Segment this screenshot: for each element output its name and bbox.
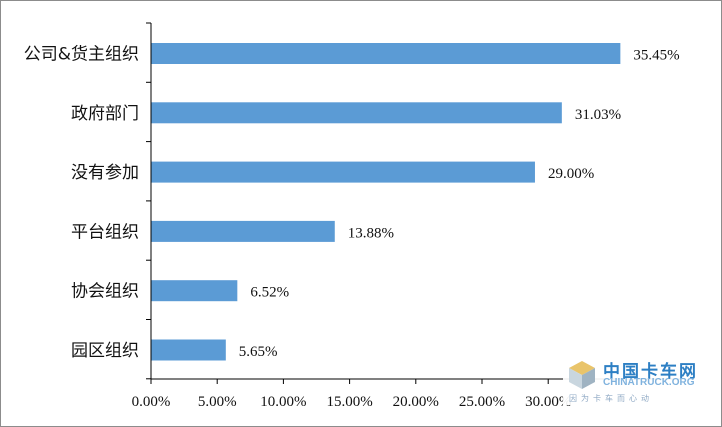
bars-layer [151, 43, 621, 361]
bar [151, 102, 562, 124]
watermark: 中国卡车网 CHINATRUCK.ORG 因为卡车而心动 [563, 353, 721, 405]
watermark-title: 中国卡车网 [603, 362, 698, 382]
bar [151, 43, 621, 64]
x-tick-label: 10.00% [260, 394, 306, 410]
bar [151, 280, 238, 302]
value-label: 13.88% [348, 225, 394, 241]
axes-layer: 0.00% 5.00% 10.00% 15.00% 20.00% 25.00% 30.00% [132, 22, 681, 410]
bar [151, 161, 535, 183]
x-tick-label: 0.00% [132, 394, 171, 410]
category-label: 园区组织 [71, 341, 139, 361]
x-tick-label: 5.00% [198, 394, 237, 410]
category-label: 政府部门 [71, 104, 139, 124]
cube-logo-icon [569, 361, 595, 389]
value-label: 31.03% [575, 107, 621, 123]
category-label: 协会组织 [71, 282, 139, 302]
x-tick-label: 15.00% [326, 394, 372, 410]
bar [151, 220, 335, 242]
x-tick-label: 30.00% [525, 394, 571, 410]
watermark-subtitle: CHINATRUCK.ORG [603, 377, 695, 388]
category-label: 公司&货主组织 [24, 45, 139, 65]
value-label: 35.45% [633, 48, 679, 64]
bar [151, 339, 226, 361]
category-label: 平台组织 [71, 222, 139, 242]
value-label: 6.52% [250, 285, 289, 301]
value-label: 29.00% [548, 166, 594, 182]
value-label: 5.65% [239, 344, 278, 360]
category-label: 没有参加 [71, 163, 139, 183]
x-tick-label: 25.00% [459, 394, 505, 410]
x-tick-label: 20.00% [393, 394, 439, 410]
labels-layer: 公司&货主组织 35.45% 政府部门 31.03% 没有参加 29.00% 平台组织 13.… [24, 45, 680, 362]
watermark-slogan: 因为卡车而心动 [569, 394, 653, 403]
